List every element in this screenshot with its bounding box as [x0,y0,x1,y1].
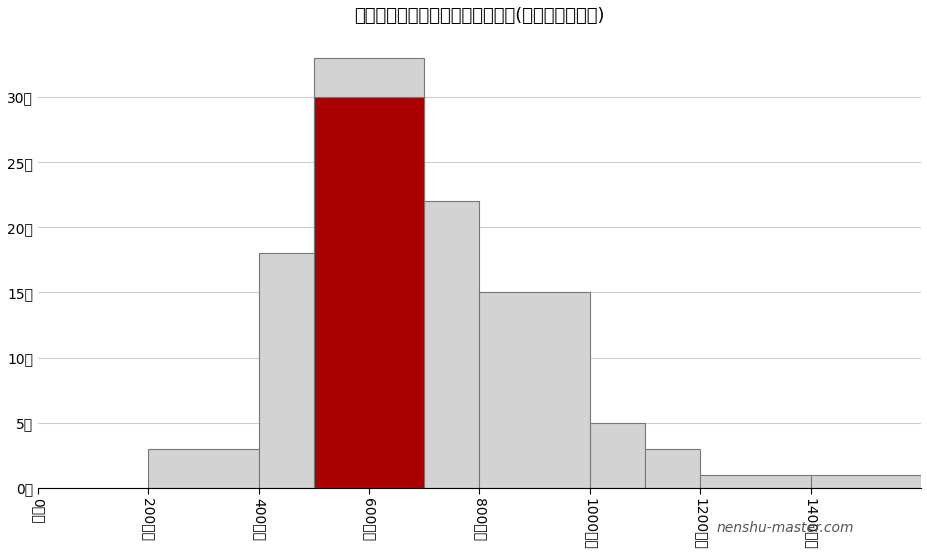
Bar [369,201,479,488]
Text: nenshu-master.com: nenshu-master.com [716,521,853,535]
Bar [700,475,810,488]
Bar [590,423,644,488]
Bar [810,475,921,488]
Bar [259,253,369,488]
Bar [479,292,590,488]
Bar [313,58,424,488]
Title: ホギメディカルの年収ポジション(医療・製薬業内): ホギメディカルの年収ポジション(医療・製薬業内) [354,7,604,25]
Bar [313,97,424,488]
Bar [148,449,259,488]
Bar [644,449,700,488]
